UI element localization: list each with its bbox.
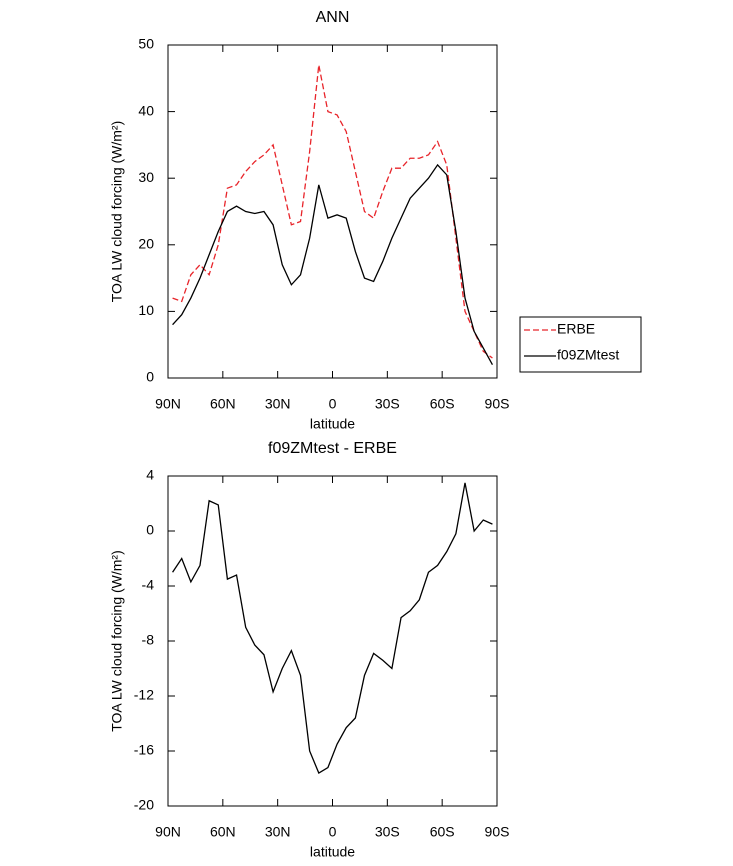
x-tick-label: 90S — [485, 396, 510, 412]
x-tick-label: 60S — [430, 824, 455, 840]
y-tick-label: -20 — [134, 797, 154, 813]
data-line — [172, 482, 493, 774]
x-tick-label: 60N — [210, 396, 236, 412]
x-tick-label: 30S — [375, 824, 400, 840]
legend-box — [519, 316, 642, 373]
y-tick-label: -12 — [134, 687, 154, 703]
y-tick-label: 40 — [138, 102, 154, 118]
y-axis-label: TOA LW cloud forcing (W/m²) — [109, 550, 125, 732]
legend-label: ERBE — [557, 321, 595, 337]
y-tick-label: 0 — [146, 369, 154, 385]
y-tick-label: 4 — [146, 467, 154, 483]
x-tick-label: 30N — [265, 824, 291, 840]
y-tick-label: 50 — [138, 36, 154, 52]
x-tick-label: 0 — [329, 396, 337, 412]
legend-label: f09ZMtest — [557, 347, 619, 363]
x-tick-label: 0 — [329, 824, 337, 840]
plot-frame — [167, 44, 498, 379]
y-tick-label: 30 — [138, 169, 154, 185]
x-axis-label: latitude — [310, 416, 355, 432]
y-tick-label: -4 — [142, 577, 155, 593]
chart-title: ANN — [316, 9, 350, 26]
x-axis-label: latitude — [310, 844, 355, 860]
x-tick-label: 90N — [155, 396, 181, 412]
y-tick-label: 10 — [138, 302, 154, 318]
x-tick-label: 60N — [210, 824, 236, 840]
x-tick-label: 30N — [265, 396, 291, 412]
x-tick-label: 90S — [485, 824, 510, 840]
x-tick-label: 60S — [430, 396, 455, 412]
chart-title: f09ZMtest - ERBE — [268, 440, 397, 457]
y-tick-label: -8 — [142, 632, 155, 648]
y-tick-label: 20 — [138, 236, 154, 252]
data-line — [172, 163, 493, 365]
y-tick-label: -16 — [134, 742, 154, 758]
y-tick-label: 0 — [146, 522, 154, 538]
data-line — [172, 64, 493, 359]
y-axis-label: TOA LW cloud forcing (W/m²) — [109, 121, 125, 303]
x-tick-label: 30S — [375, 396, 400, 412]
x-tick-label: 90N — [155, 824, 181, 840]
